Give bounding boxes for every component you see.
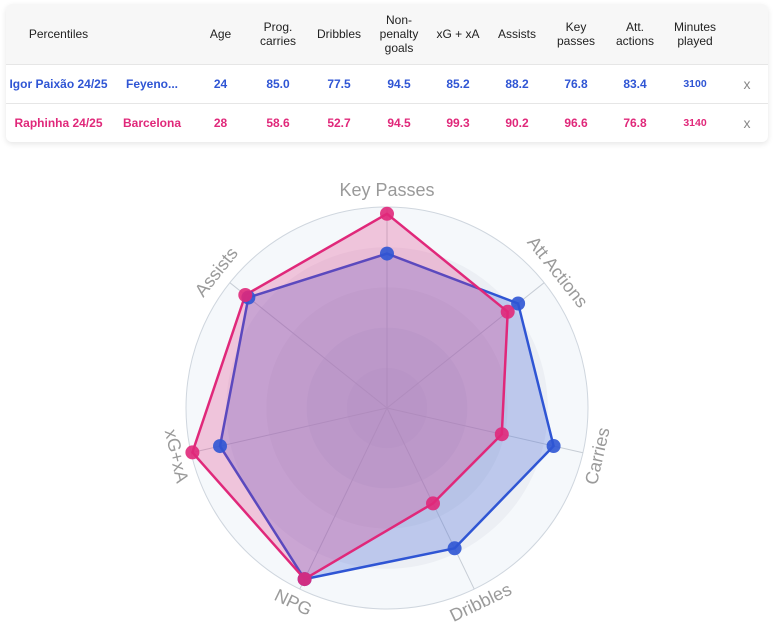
minutes-value: 3140 [683, 116, 707, 129]
radar-axis-label: Key Passes [339, 180, 434, 200]
radar-data-point [426, 496, 440, 511]
radar-data-point [511, 296, 526, 311]
radar-series-area [191, 212, 509, 581]
radar-data-point [380, 206, 394, 221]
radar-data-point [380, 246, 394, 261]
team-name[interactable]: Barcelona [122, 115, 182, 130]
radar-spoke [229, 282, 388, 409]
prog-carries-value: 85.0 [266, 76, 290, 91]
remove-button[interactable]: x [743, 114, 751, 131]
radar-data-point [238, 288, 253, 302]
npg-value: 94.5 [387, 76, 411, 91]
player-name[interactable]: Igor Paixão 24/25 [9, 76, 108, 91]
npg-value: 94.5 [387, 115, 411, 130]
xgxa-value: 85.2 [446, 76, 470, 91]
radar-data-point [297, 572, 312, 587]
header-age[interactable]: Age [209, 26, 232, 41]
att-actions-value: 83.4 [623, 76, 647, 91]
header-att-actions[interactable]: Att. actions [615, 19, 655, 48]
key-passes-value: 76.8 [564, 76, 588, 91]
header-minutes[interactable]: Minutes played [673, 19, 717, 48]
radar-data-point [546, 439, 561, 453]
header-team [111, 4, 193, 64]
radar-data-point [185, 445, 200, 460]
comparison-table-card: Percentiles Age Prog. carries Dribbles N… [6, 4, 768, 142]
header-remove [726, 4, 768, 64]
key-passes-value: 96.6 [564, 115, 588, 130]
radar-data-point [213, 439, 227, 454]
radar-data-point [500, 304, 515, 319]
header-key-passes[interactable]: Key passes [556, 19, 596, 48]
xgxa-value: 99.3 [446, 115, 470, 130]
header-dribbles[interactable]: Dribbles [316, 26, 361, 41]
radar-data-point [447, 541, 462, 556]
assists-value: 88.2 [505, 76, 529, 91]
header-npg[interactable]: Non-penalty goals [379, 12, 419, 55]
radar-series-area [218, 252, 555, 581]
header-percentiles: Percentiles [28, 26, 89, 41]
age-value: 28 [213, 115, 228, 130]
header-xgxa[interactable]: xG + xA [436, 26, 480, 41]
minutes-value: 3100 [683, 77, 707, 90]
radar-data-point [494, 427, 509, 442]
remove-button[interactable]: x [743, 75, 751, 92]
table-row: Raphinha 24/25 Barcelona 28 58.6 52.7 94… [6, 103, 768, 142]
radar-spoke [299, 407, 388, 590]
dribbles-value: 52.7 [327, 115, 351, 130]
header-prog-carries[interactable]: Prog. carries [259, 19, 296, 48]
assists-value: 90.2 [505, 115, 529, 130]
player-name[interactable]: Raphinha 24/25 [14, 115, 103, 130]
team-name[interactable]: Feyeno... [125, 76, 178, 91]
header-row: Percentiles Age Prog. carries Dribbles N… [6, 4, 768, 64]
dribbles-value: 77.5 [327, 76, 351, 91]
att-actions-value: 76.8 [623, 115, 647, 130]
prog-carries-value: 58.6 [266, 115, 290, 130]
age-value: 24 [213, 76, 228, 91]
radar-chart-container: Key Passes Att Actions Carries Dribbles NPG x… [0, 142, 777, 638]
comparison-table: Percentiles Age Prog. carries Dribbles N… [6, 4, 768, 142]
table-row: Igor Paixão 24/25 Feyeno... 24 85.0 77.5… [6, 64, 768, 103]
header-assists[interactable]: Assists [497, 26, 536, 41]
